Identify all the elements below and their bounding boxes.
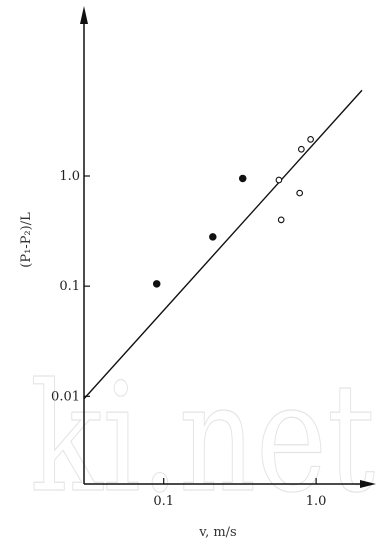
y-axis-arrow: [80, 6, 88, 24]
x-axis-arrow: [360, 480, 376, 488]
x-tick-label: 1.0: [306, 494, 327, 509]
data-points: [152, 136, 314, 288]
open-data-point: [275, 176, 283, 184]
filled-data-point: [209, 233, 217, 241]
y-tick-label: 1.0: [59, 169, 80, 184]
watermark-text: ki.net: [30, 352, 375, 526]
open-data-point: [307, 136, 314, 143]
y-tick-label: 0.1: [59, 279, 80, 294]
ticks: 0.01 0.1 1.0 0.1 1.0: [51, 169, 326, 509]
fit-line-group: [83, 89, 363, 400]
y-tick-label: 0.01: [51, 389, 80, 404]
x-tick-label: 0.1: [153, 494, 174, 509]
open-data-point: [297, 145, 305, 153]
y-axis-title: (P₁-P₂)/L: [19, 212, 34, 268]
open-data-point: [277, 216, 285, 224]
filled-data-point: [238, 174, 247, 183]
open-data-point: [296, 189, 304, 197]
x-axis-title: v, m/s: [198, 525, 236, 540]
filled-data-point: [152, 280, 161, 288]
fit-line: [83, 89, 363, 400]
